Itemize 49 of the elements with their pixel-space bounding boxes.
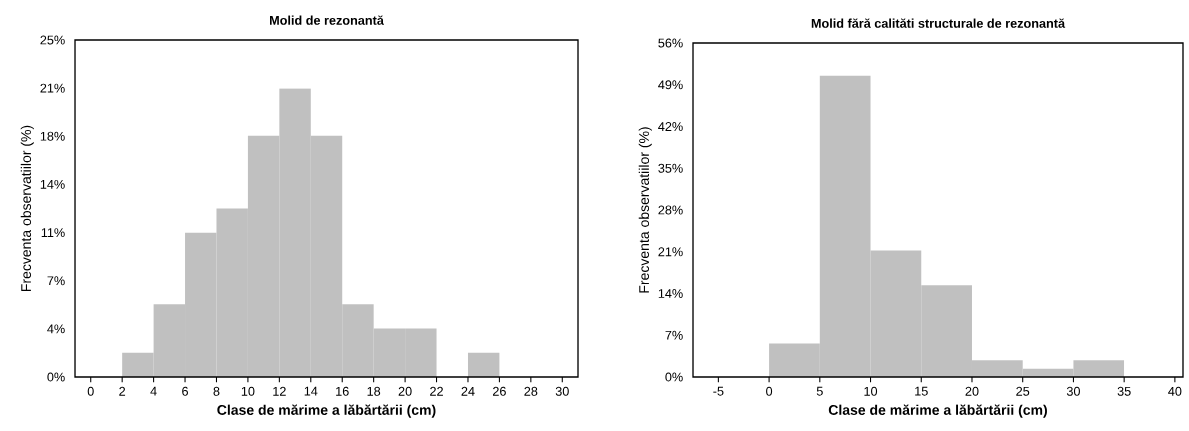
x-tick-label: 15 xyxy=(915,386,928,396)
x-tick-label: 28 xyxy=(524,386,538,396)
x-tick-label: 4 xyxy=(150,386,157,396)
x-tick-label: 18 xyxy=(367,386,381,396)
y-tick-label: 25% xyxy=(40,35,65,45)
x-tick-label: 6 xyxy=(182,386,188,396)
x-tick-label: 25 xyxy=(1016,386,1030,396)
y-tick-label: 11% xyxy=(41,228,65,238)
x-axis-title: Clase de mărime a lăbărtării (cm) xyxy=(217,404,436,418)
y-tick-label: 21% xyxy=(658,247,683,257)
y-tick-label: 4% xyxy=(47,324,65,334)
x-tick-label: 22 xyxy=(430,386,443,396)
y-tick-label: 56% xyxy=(658,38,683,48)
y-axis-title: Frecventa observatiilor (%) xyxy=(20,125,34,291)
x-tick-label: 26 xyxy=(492,386,506,396)
y-tick-label: 42% xyxy=(658,122,683,131)
x-tick-label: 35 xyxy=(1117,386,1131,396)
y-tick-label: 14% xyxy=(40,179,65,189)
x-tick-label: 14 xyxy=(304,386,318,396)
x-tick-label: 30 xyxy=(1066,386,1080,396)
y-tick-label: 7% xyxy=(47,276,65,286)
x-tick-label: 10 xyxy=(241,386,255,396)
y-tick-label: 18% xyxy=(40,131,65,141)
x-tick-label: 2 xyxy=(119,386,126,396)
x-tick-label: 24 xyxy=(461,386,475,396)
x-tick-label: 12 xyxy=(273,386,286,396)
x-tick-label: -5 xyxy=(713,386,724,396)
x-tick-label: 0 xyxy=(87,386,94,396)
x-tick-label: 5 xyxy=(816,386,823,396)
y-tick-label: 0% xyxy=(47,372,65,382)
x-tick-label: 16 xyxy=(336,386,349,396)
y-axis-title: Frecventa observatiilor (%) xyxy=(638,127,652,293)
y-tick-label: 28% xyxy=(658,205,683,215)
y-tick-label: 0% xyxy=(665,372,683,382)
x-tick-label: 40 xyxy=(1168,386,1182,396)
x-tick-label: 20 xyxy=(965,386,979,396)
x-tick-label: 30 xyxy=(555,386,569,396)
x-tick-label: 20 xyxy=(398,386,412,396)
x-tick-label: 10 xyxy=(864,386,878,396)
chart-title: Molid fără calităti structurale de rezonantă xyxy=(811,18,1066,28)
y-tick-label: 49% xyxy=(658,80,683,90)
y-tick-label: 14% xyxy=(658,289,683,298)
x-tick-label: 0 xyxy=(766,386,773,396)
y-tick-label: 7% xyxy=(665,330,683,340)
chart-title: Molid de rezonantă xyxy=(270,15,384,25)
y-tick-label: 21% xyxy=(40,83,65,93)
y-tick-label: 35% xyxy=(658,163,683,173)
x-axis-title: Clase de mărime a lăbărtării (cm) xyxy=(828,404,1047,418)
x-tick-label: 8 xyxy=(213,386,220,396)
